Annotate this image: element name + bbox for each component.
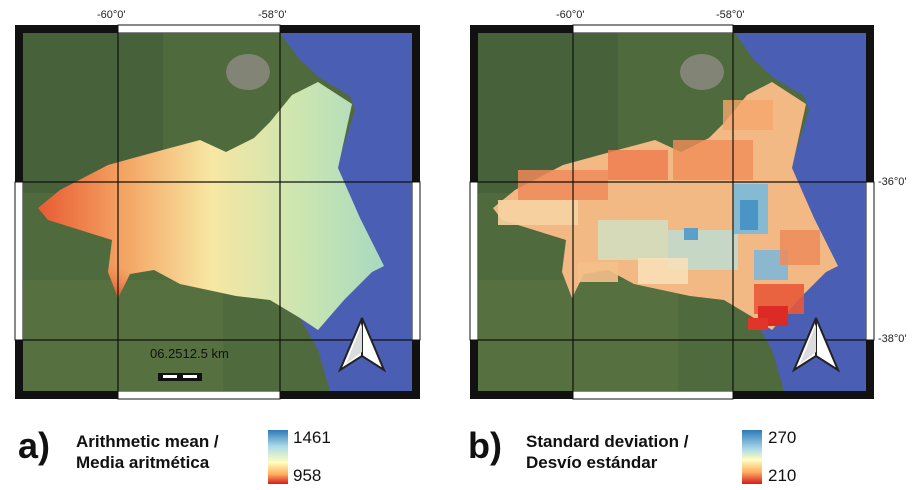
panel-b-legend-title-line2: Desvío estándar — [526, 453, 658, 472]
panel-a-graticule — [23, 33, 412, 391]
panel-a-scale-bar — [158, 373, 202, 381]
panel-b-lat-label-upper: -36°0' — [878, 176, 907, 188]
panel-b-heat-patches — [498, 100, 820, 330]
panel-a-map: -60°0' -58°0' — [0, 0, 440, 400]
panel-a-letter: a) — [18, 425, 51, 466]
north-arrow-icon — [337, 317, 387, 373]
panel-b-letter: b) — [468, 425, 502, 466]
panel-b-legend-title-line1: Standard deviation / — [526, 432, 689, 451]
panel-a-map-canvas — [14, 24, 421, 400]
panel-a-city — [226, 54, 270, 90]
panel-a-lon-label-left: -60°0' — [97, 9, 126, 21]
panel-b-lon-label-right: -58°0' — [716, 9, 745, 21]
panel-a-lon-label-right: -58°0' — [258, 9, 287, 21]
panel-a-color-ramp — [268, 430, 288, 484]
panel-a-water — [280, 33, 412, 391]
north-arrow-icon — [791, 317, 841, 373]
panel-b-map-canvas — [469, 24, 875, 400]
panel-a-legend-min: 958 — [293, 466, 322, 485]
panel-b-color-ramp — [742, 430, 762, 484]
panel-b-legend-min: 210 — [768, 466, 797, 485]
panel-a-legend-title-line1: Arithmetic mean / — [76, 432, 219, 451]
panel-b-legend-max: 270 — [768, 428, 797, 447]
panel-b-map: -60°0' -58°0' -36°0' -38°0' — [458, 0, 916, 400]
panel-a-scale-label: 06.2512.5 km — [150, 346, 229, 361]
panel-a-legend-max: 1461 — [293, 428, 331, 447]
panel-b-lat-label-lower: -38°0' — [878, 333, 907, 345]
panel-a-legend-title-line2: Media aritmética — [76, 453, 210, 472]
panel-b-lon-label-left: -60°0' — [556, 9, 585, 21]
